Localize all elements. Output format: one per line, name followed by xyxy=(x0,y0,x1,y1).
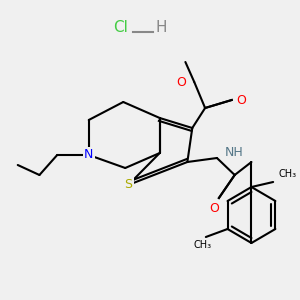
Text: S: S xyxy=(124,178,132,191)
Text: N: N xyxy=(84,148,93,161)
Text: O: O xyxy=(237,94,247,106)
Text: Cl: Cl xyxy=(113,20,128,35)
Text: CH₃: CH₃ xyxy=(194,240,212,250)
Text: CH₃: CH₃ xyxy=(278,169,296,179)
Text: O: O xyxy=(176,76,186,88)
Text: NH: NH xyxy=(225,146,244,160)
Text: O: O xyxy=(176,76,186,88)
Text: O: O xyxy=(209,202,219,214)
Text: H: H xyxy=(156,20,167,35)
